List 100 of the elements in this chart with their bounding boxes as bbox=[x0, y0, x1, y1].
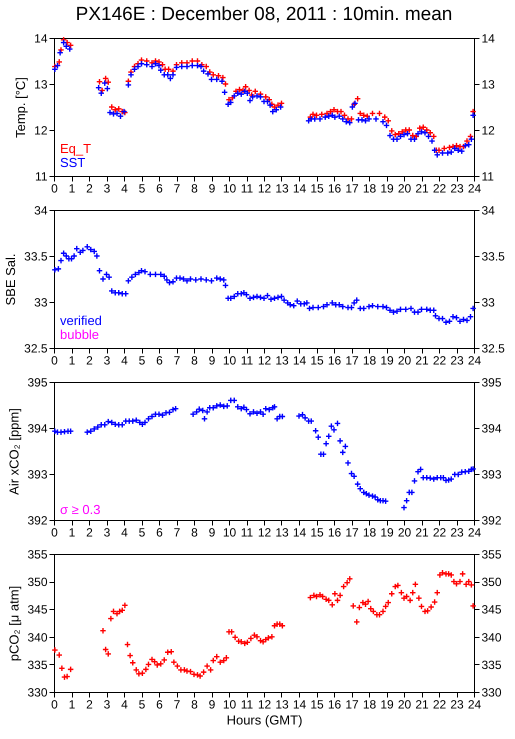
x-tick-label: 2 bbox=[86, 354, 94, 368]
y2-tick-label: 350 bbox=[482, 575, 502, 590]
x-tick-label: 4 bbox=[121, 182, 128, 196]
x-tick-label: 7 bbox=[174, 698, 181, 712]
x-tick-label: 12 bbox=[258, 182, 272, 196]
y-tick-label: 34 bbox=[34, 204, 48, 218]
x-tick-label: 10 bbox=[222, 526, 236, 540]
x-tick-label: 17 bbox=[345, 526, 359, 540]
y2-tick-label: 32.5 bbox=[482, 342, 506, 356]
x-tick-label: 0 bbox=[51, 354, 58, 368]
x-tick-label: 24 bbox=[468, 182, 482, 196]
y2-tick-label: 340 bbox=[482, 630, 502, 644]
y2-tick-label: 393 bbox=[482, 468, 502, 482]
chart-title: PX146E : December 08, 2011 : 10min. mean bbox=[76, 4, 452, 25]
y2-tick-label: 33 bbox=[482, 296, 496, 310]
y2-tick-label: 345 bbox=[482, 602, 502, 617]
x-tick-label: 3 bbox=[104, 698, 111, 712]
y2-tick-label: 395 bbox=[482, 376, 502, 390]
x-tick-label: 15 bbox=[310, 182, 324, 196]
x-tick-label: 1 bbox=[68, 354, 76, 368]
x-tick-label: 17 bbox=[345, 182, 359, 196]
x-tick-label: 22 bbox=[432, 526, 446, 540]
x-tick-label: 15 bbox=[310, 698, 324, 712]
x-tick-label: 6 bbox=[156, 182, 164, 196]
text: Eq_T bbox=[60, 141, 92, 156]
x-tick-label: 7 bbox=[174, 182, 181, 196]
y-tick-label: 12 bbox=[34, 124, 48, 138]
y2-tick-label: 12 bbox=[482, 124, 496, 138]
y-tick-label: 335 bbox=[27, 658, 48, 672]
x-tick-label: 20 bbox=[398, 354, 412, 368]
x-tick-label: 21 bbox=[415, 698, 429, 712]
x-tick-label: 18 bbox=[362, 182, 376, 196]
x-tick-label: 21 bbox=[415, 354, 429, 368]
x-tick-label: 1 bbox=[68, 182, 76, 196]
x-tick-label: 16 bbox=[328, 354, 342, 368]
x-tick-label: 18 bbox=[362, 526, 376, 540]
y-tick-label: 355 bbox=[27, 548, 48, 562]
x-tick-label: 19 bbox=[380, 698, 394, 712]
y2-tick-label: 392 bbox=[482, 514, 502, 528]
x-tick-label: 5 bbox=[138, 182, 146, 196]
x-tick-label: 12 bbox=[258, 698, 272, 712]
y2-tick-label: 33.5 bbox=[482, 250, 506, 264]
y-axis-title: Temp. [°C] bbox=[13, 77, 28, 138]
x-tick-label: 22 bbox=[432, 698, 446, 712]
y-axis-title: SBE Sal. bbox=[3, 253, 18, 306]
y-tick-label: 11 bbox=[35, 170, 48, 184]
x-tick-label: 2 bbox=[86, 182, 94, 196]
x-tick-label: 1 bbox=[68, 698, 76, 712]
x-tick-label: 16 bbox=[328, 182, 342, 196]
x-tick-label: 23 bbox=[450, 354, 464, 368]
x-tick-label: 14 bbox=[292, 698, 306, 712]
y-tick-label: 395 bbox=[27, 376, 48, 390]
x-tick-label: 9 bbox=[208, 698, 216, 712]
x-tick-label: 10 bbox=[222, 698, 236, 712]
y2-tick-label: 34 bbox=[482, 204, 496, 218]
x-tick-label: 6 bbox=[156, 354, 164, 368]
x-tick-label: 2 bbox=[86, 526, 94, 540]
x-tick-label: 17 bbox=[345, 354, 359, 368]
x-tick-label: 20 bbox=[398, 698, 412, 712]
x-tick-label: 18 bbox=[362, 698, 376, 712]
x-tick-label: 23 bbox=[450, 182, 464, 196]
x-tick-label: 0 bbox=[51, 182, 58, 196]
x-tick-label: 13 bbox=[275, 354, 289, 368]
x-tick-label: 5 bbox=[138, 698, 146, 712]
x-tick-label: 15 bbox=[310, 354, 324, 368]
x-tick-label: 9 bbox=[208, 354, 216, 368]
x-tick-label: 19 bbox=[380, 182, 394, 196]
x-tick-label: 12 bbox=[258, 526, 272, 540]
x-tick-label: 22 bbox=[432, 354, 446, 368]
x-tick-label: 8 bbox=[191, 182, 198, 196]
x-tick-label: 11 bbox=[240, 182, 254, 196]
y-tick-label: 392 bbox=[27, 514, 48, 528]
y-tick-label: 14 bbox=[34, 32, 48, 46]
y-tick-label: 32.5 bbox=[24, 342, 48, 356]
y2-tick-label: 394 bbox=[482, 422, 502, 436]
x-tick-label: 16 bbox=[328, 698, 342, 712]
series-label: verified bbox=[60, 313, 102, 328]
y2-tick-label: 355 bbox=[482, 548, 502, 562]
x-tick-label: 14 bbox=[292, 526, 306, 540]
x-tick-label: 3 bbox=[104, 354, 111, 368]
x-tick-label: 4 bbox=[121, 526, 128, 540]
y2-tick-label: 330 bbox=[482, 686, 502, 700]
x-tick-label: 5 bbox=[138, 354, 146, 368]
x-tick-label: 8 bbox=[191, 354, 198, 368]
x-tick-label: 13 bbox=[275, 182, 289, 196]
x-tick-label: 4 bbox=[121, 354, 128, 368]
y2-tick-label: 14 bbox=[482, 32, 496, 46]
x-tick-label: 11 bbox=[240, 354, 254, 368]
y-tick-label: 13 bbox=[34, 78, 48, 92]
y-tick-label: 33.5 bbox=[24, 250, 48, 264]
x-tick-label: 11 bbox=[240, 526, 254, 540]
y-tick-label: 350 bbox=[27, 575, 48, 590]
x-tick-label: 21 bbox=[415, 182, 429, 196]
x-tick-label: 7 bbox=[174, 354, 181, 368]
annotation: σ ≥ 0.3 bbox=[60, 502, 100, 517]
x-tick-label: 9 bbox=[208, 182, 216, 196]
y-axis-title: pCO₂ [μ atm] bbox=[6, 586, 22, 662]
x-tick-label: 0 bbox=[51, 698, 58, 712]
x-tick-label: 20 bbox=[398, 182, 412, 196]
x-tick-label: 18 bbox=[362, 354, 376, 368]
